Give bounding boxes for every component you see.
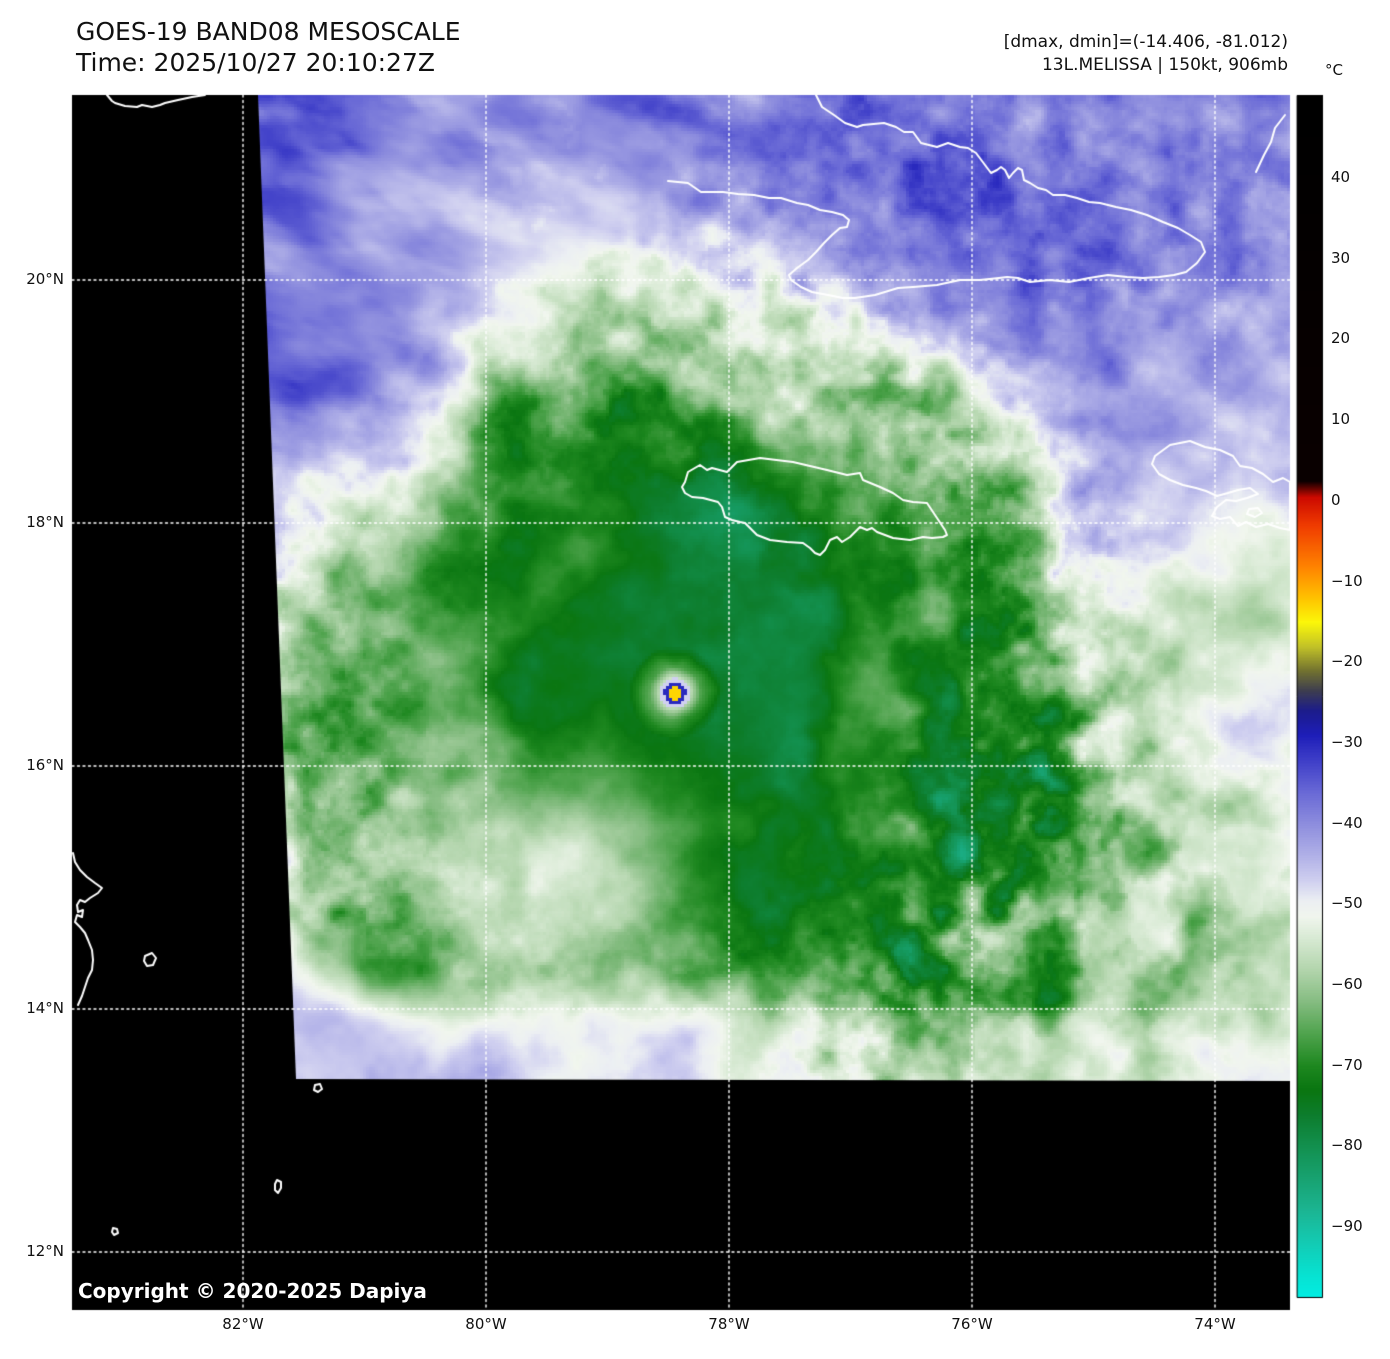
data-range-readout: [dmax, dmin]=(-14.406, -81.012) — [1003, 32, 1288, 52]
lat-tick-label: 16°N — [26, 756, 64, 774]
lon-tick-label: 76°W — [951, 1315, 993, 1333]
lat-tick-label: 20°N — [26, 270, 64, 288]
colorbar-tick-label: 10 — [1331, 410, 1351, 429]
storm-status-readout: 13L.MELISSA | 150kt, 906mb — [1041, 55, 1288, 75]
lon-tick-label: 80°W — [465, 1315, 507, 1333]
lon-tick-label: 78°W — [708, 1315, 750, 1333]
lat-tick-label: 18°N — [26, 513, 64, 531]
lon-tick-label: 82°W — [222, 1315, 264, 1333]
colorbar-tick-label: −90 — [1331, 1216, 1363, 1235]
colorbar-tick-label: 0 — [1331, 490, 1341, 509]
colorbar-tick-label: 40 — [1331, 168, 1351, 187]
lat-tick-label: 14°N — [26, 999, 64, 1017]
colorbar-tick-label: 20 — [1331, 329, 1351, 348]
header-info-block: [dmax, dmin]=(-14.406, -81.012) 13L.MELI… — [1004, 31, 1288, 77]
copyright-watermark: Copyright © 2020-2025 Dapiya — [78, 1279, 427, 1303]
lat-tick-label: 12°N — [26, 1242, 64, 1260]
header-title-block: GOES-19 BAND08 MESOSCALE Time: 2025/10/2… — [76, 16, 461, 78]
colorbar-tick-label: −20 — [1331, 652, 1363, 671]
product-title: GOES-19 BAND08 MESOSCALE — [76, 17, 461, 46]
colorbar-tick-label: 30 — [1331, 248, 1351, 267]
colorbar-tick-label: −60 — [1331, 974, 1363, 993]
colorbar-tick-label: −80 — [1331, 1136, 1363, 1155]
scan-time: Time: 2025/10/27 20:10:27Z — [76, 48, 435, 77]
colorbar-tick-label: −50 — [1331, 894, 1363, 913]
colorbar-tick-label: −10 — [1331, 571, 1363, 590]
colorbar-tick-label: −70 — [1331, 1055, 1363, 1074]
colorbar-unit-label: °C — [1325, 61, 1343, 79]
lon-tick-label: 74°W — [1194, 1315, 1236, 1333]
colorbar-tick-label: −30 — [1331, 732, 1363, 751]
colorbar-tick-label: −40 — [1331, 813, 1363, 832]
